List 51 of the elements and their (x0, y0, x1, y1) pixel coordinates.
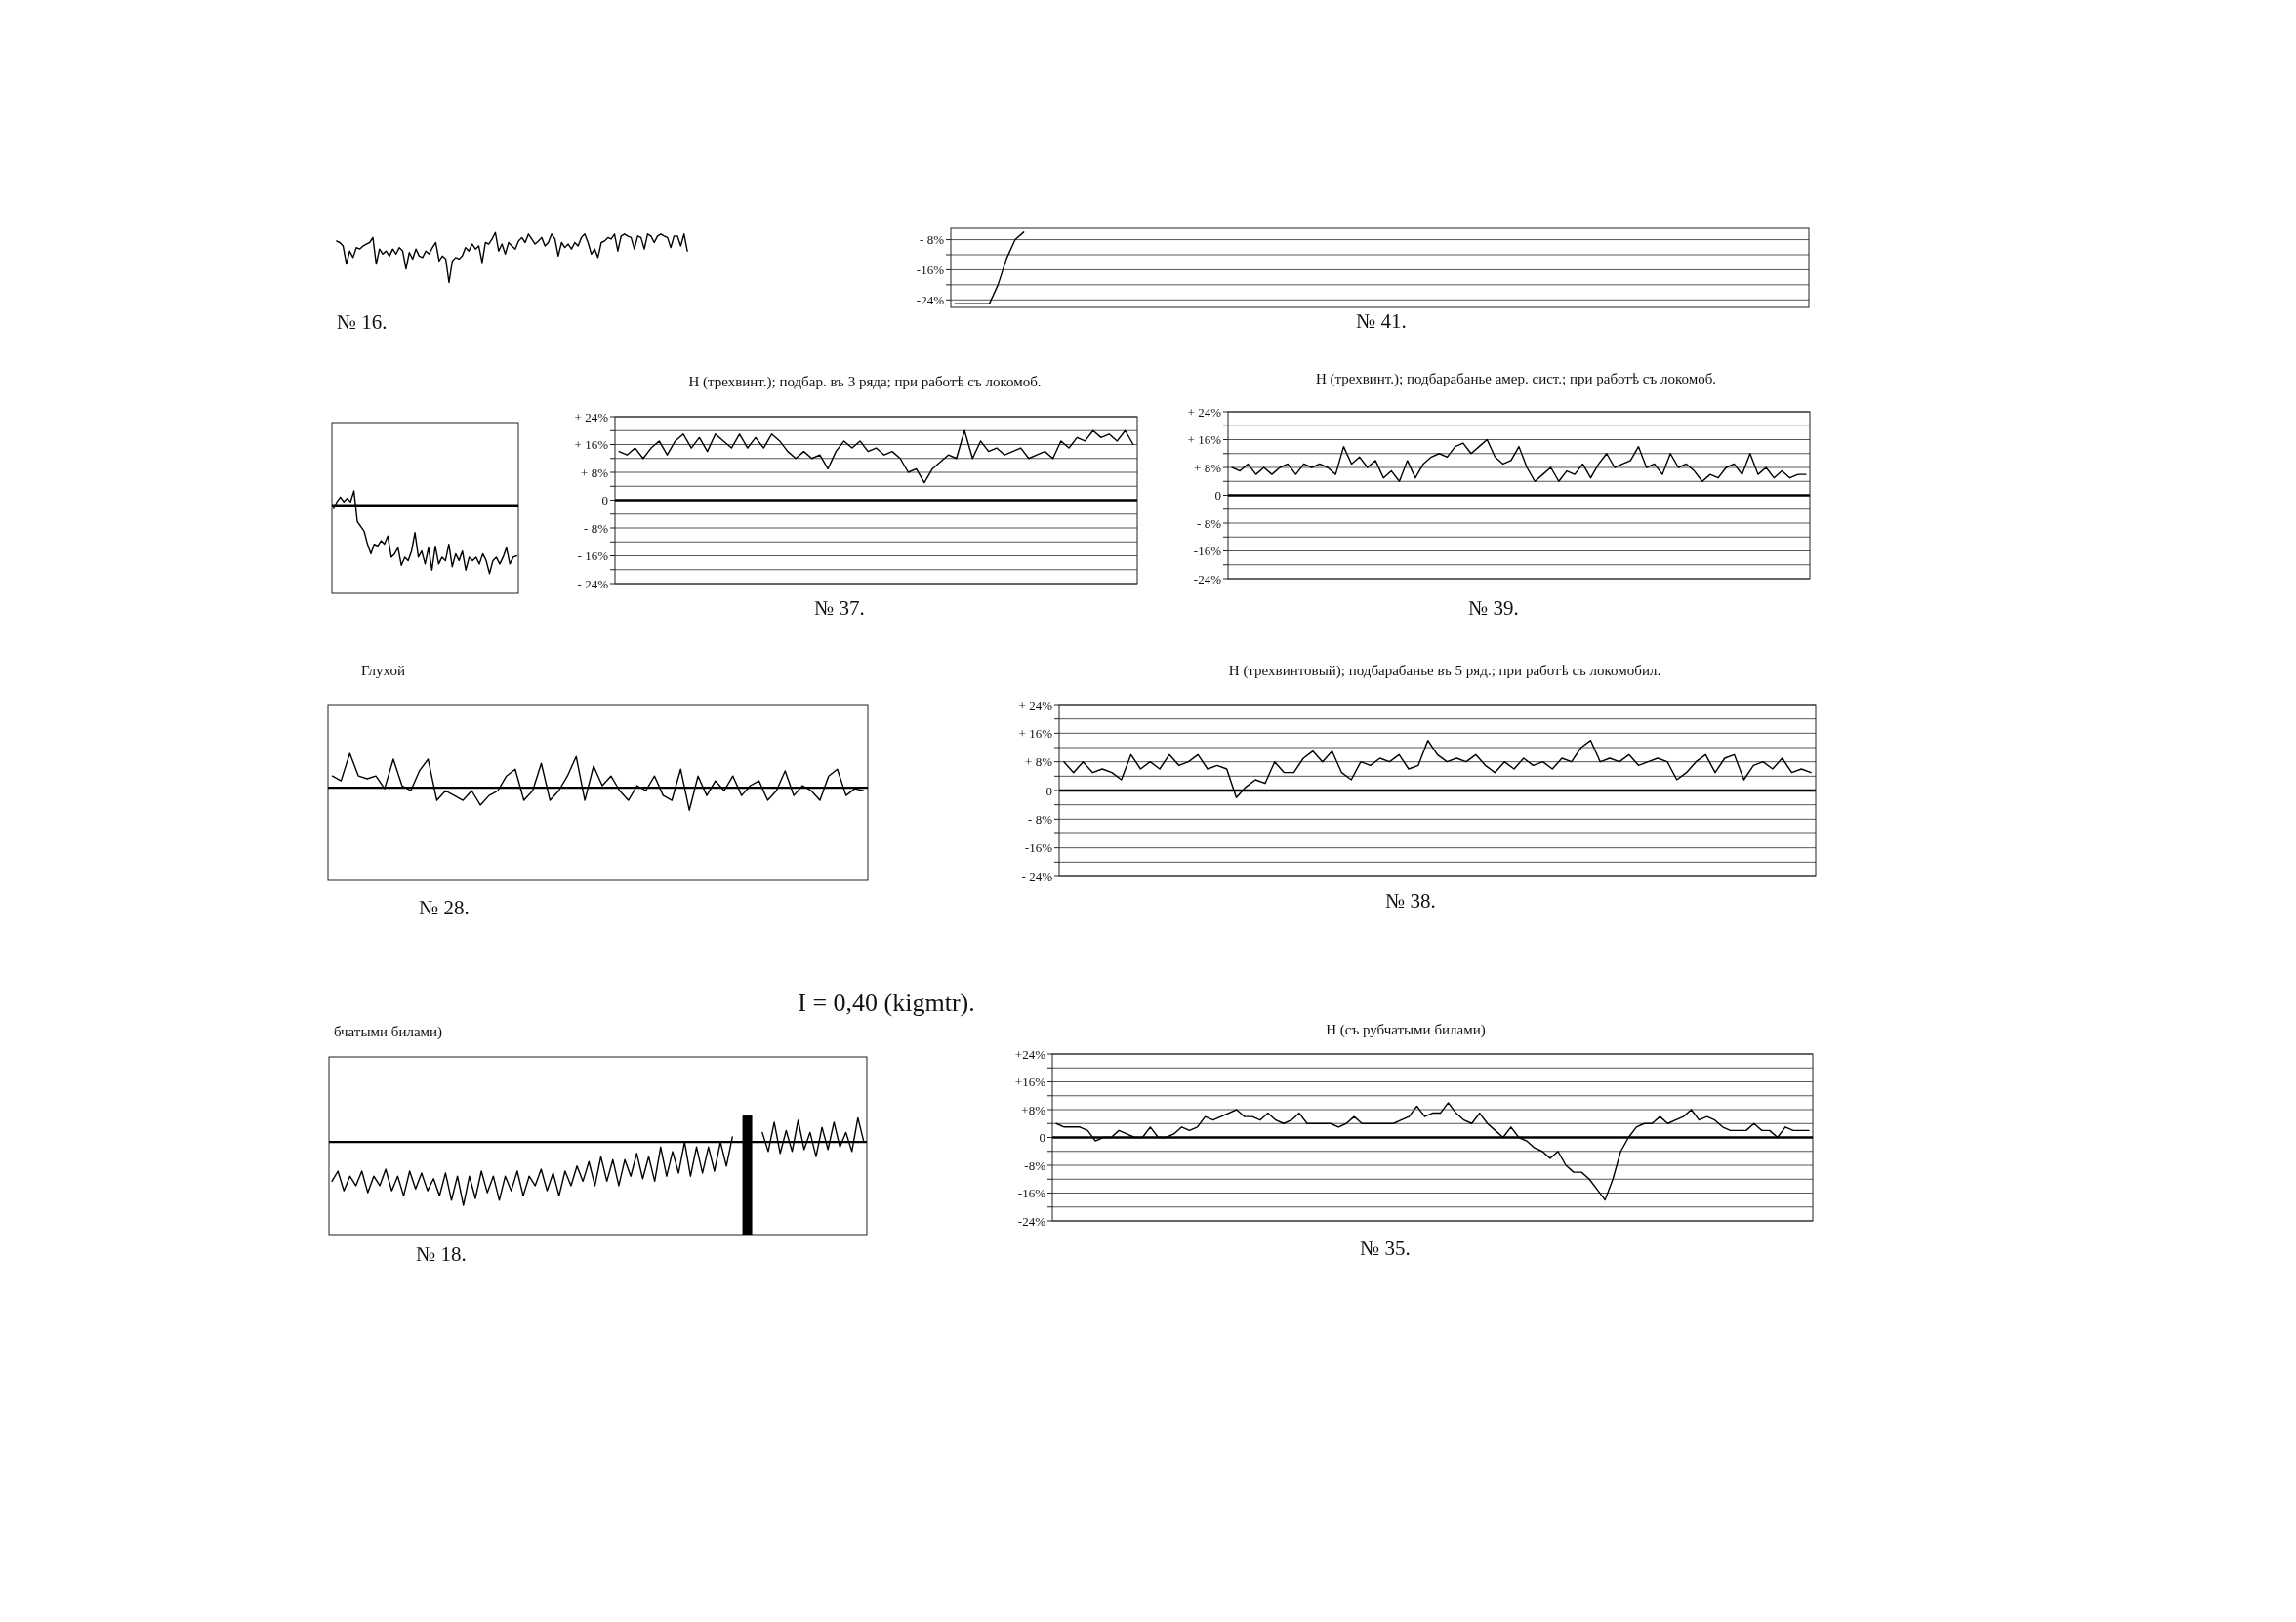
chart-title: Н (трехвинт.); подбарабанье амер. сист.; при работѣ съ локомоб. (1315, 371, 1717, 387)
y-tick-label: -16% (916, 262, 945, 277)
y-tick-label: + 16% (1187, 432, 1222, 448)
y-tick-label: - 8% (920, 232, 945, 248)
text: № 16. (337, 310, 388, 334)
chart-title: Н (трехвинт.); подбар. въ 3 ряда; при работѣ съ локомоб. (688, 374, 1042, 390)
y-tick-label: - 24% (1021, 869, 1053, 884)
y-tick-label: + 8% (581, 465, 609, 480)
y-tick-label: + 24% (1187, 404, 1222, 420)
y-tick-label: 0 (601, 493, 608, 508)
y-tick-label: +16% (1014, 1075, 1046, 1090)
y-tick-label: +24% (1014, 1046, 1046, 1062)
chart-title: Н (съ рубчатыми билами) (1326, 1022, 1486, 1038)
text: № 38. (1385, 889, 1436, 912)
text: № 37. (814, 596, 865, 620)
y-tick-label: -16% (1017, 1186, 1046, 1201)
y-tick-label: -24% (1193, 571, 1222, 587)
y-tick-label: -24% (1017, 1213, 1046, 1229)
text: № 18. (416, 1242, 467, 1266)
line-series (954, 231, 1025, 304)
chart-title: Н (трехвинтовый); подбарабанье въ 5 ряд.; при работѣ съ локомобил. (1228, 663, 1661, 679)
y-tick-label: 0 (1046, 783, 1052, 798)
y-tick-label: + 8% (1194, 460, 1222, 475)
y-tick-label: - 16% (577, 548, 609, 564)
text: № 41. (1356, 309, 1407, 333)
y-tick-label: - 8% (1028, 811, 1053, 827)
y-tick-label: - 8% (584, 520, 609, 536)
text: № 39. (1468, 596, 1519, 620)
y-tick-label: -8% (1024, 1157, 1046, 1173)
y-tick-label: - 8% (1197, 515, 1222, 531)
y-tick-label: +8% (1021, 1102, 1046, 1117)
text: № 35. (1360, 1237, 1411, 1260)
y-tick-label: + 24% (1018, 697, 1053, 712)
chart-title: Глухой (361, 663, 405, 678)
line-series (1231, 438, 1807, 482)
y-tick-label: 0 (1039, 1130, 1046, 1146)
y-tick-label: -16% (1193, 544, 1222, 559)
y-tick-label: -16% (1024, 840, 1053, 856)
y-tick-label: 0 (1214, 488, 1221, 504)
text: I = 0,40 (kigmtr). (798, 989, 975, 1017)
line-series (618, 429, 1134, 484)
y-tick-label: + 8% (1025, 754, 1053, 770)
chart-title: бчатыми билами) (334, 1024, 443, 1040)
y-tick-label: -24% (916, 292, 945, 307)
y-tick-label: + 16% (1018, 725, 1053, 741)
y-tick-label: + 24% (574, 409, 609, 425)
line-series (1063, 739, 1812, 799)
y-tick-label: + 16% (574, 437, 609, 453)
y-tick-label: - 24% (577, 576, 609, 591)
text: № 28. (419, 896, 470, 919)
line-series (1055, 1102, 1810, 1201)
